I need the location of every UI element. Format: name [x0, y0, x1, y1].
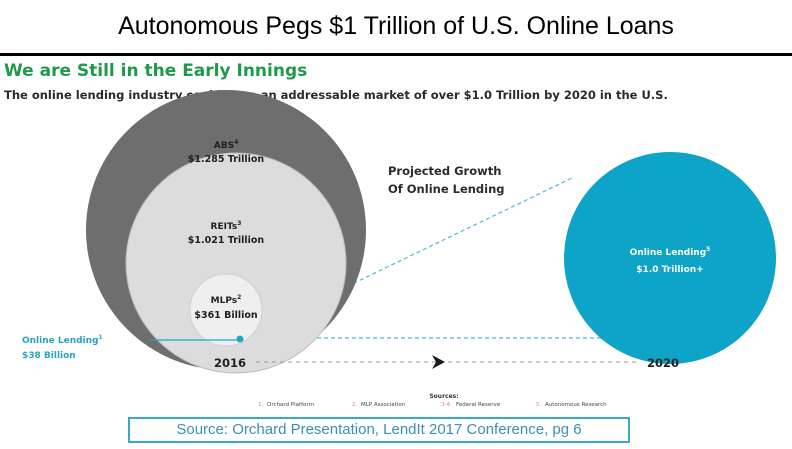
source-text-3: Federal Reserve	[456, 402, 501, 408]
reits-value: $1.021 Trillion	[188, 235, 265, 246]
reits-label: REITs3	[211, 220, 242, 232]
online-lending-2016-value: $38 Billion	[22, 351, 76, 361]
source-text-4: Autonomous Research	[545, 402, 607, 408]
title-divider	[0, 53, 792, 56]
online-lending-2020-value: $1.0 Trillion+	[636, 265, 703, 275]
slide-subheading: The online lending industry could have a…	[4, 88, 668, 102]
source-num-1: 1.	[258, 402, 263, 408]
mlps-circle	[189, 273, 263, 347]
timeline-arrow-icon	[432, 355, 445, 369]
page-title: Autonomous Pegs $1 Trillion of U.S. Onli…	[118, 12, 674, 40]
online-lending-2016-label: Online Lending1	[22, 334, 103, 346]
sources-title: Sources:	[429, 393, 458, 400]
online-lending-2020-label: Online Lending5	[630, 246, 711, 258]
mlps-label: MLPs2	[211, 294, 242, 306]
projected-growth-line1: Projected Growth	[388, 164, 501, 178]
mlps-value: $361 Billion	[194, 310, 258, 321]
source-note: Source: Orchard Presentation, LendIt 201…	[128, 417, 630, 443]
abs-label: ABS4	[214, 139, 239, 151]
abs-value: $1.285 Trillion	[188, 154, 265, 165]
source-num-3: 3-4.	[441, 402, 452, 408]
source-text-2: MLP Association	[361, 402, 406, 408]
online-lending-2016-dot	[236, 335, 244, 343]
projection-line-upper	[239, 177, 573, 339]
sources-list: 1. Orchard Platform 2. MLP Association 3…	[258, 402, 607, 408]
source-num-4: 5.	[536, 402, 541, 408]
source-num-2: 2.	[352, 402, 357, 408]
slide-heading: We are Still in the Early Innings	[4, 61, 308, 81]
source-text-1: Orchard Platform	[267, 402, 314, 408]
reits-circle	[125, 152, 347, 374]
year-2020: 2020	[647, 356, 679, 370]
online-lending-2020-circle	[564, 152, 776, 364]
projected-growth-line2: Of Online Lending	[388, 182, 505, 196]
year-2016: 2016	[214, 356, 246, 370]
